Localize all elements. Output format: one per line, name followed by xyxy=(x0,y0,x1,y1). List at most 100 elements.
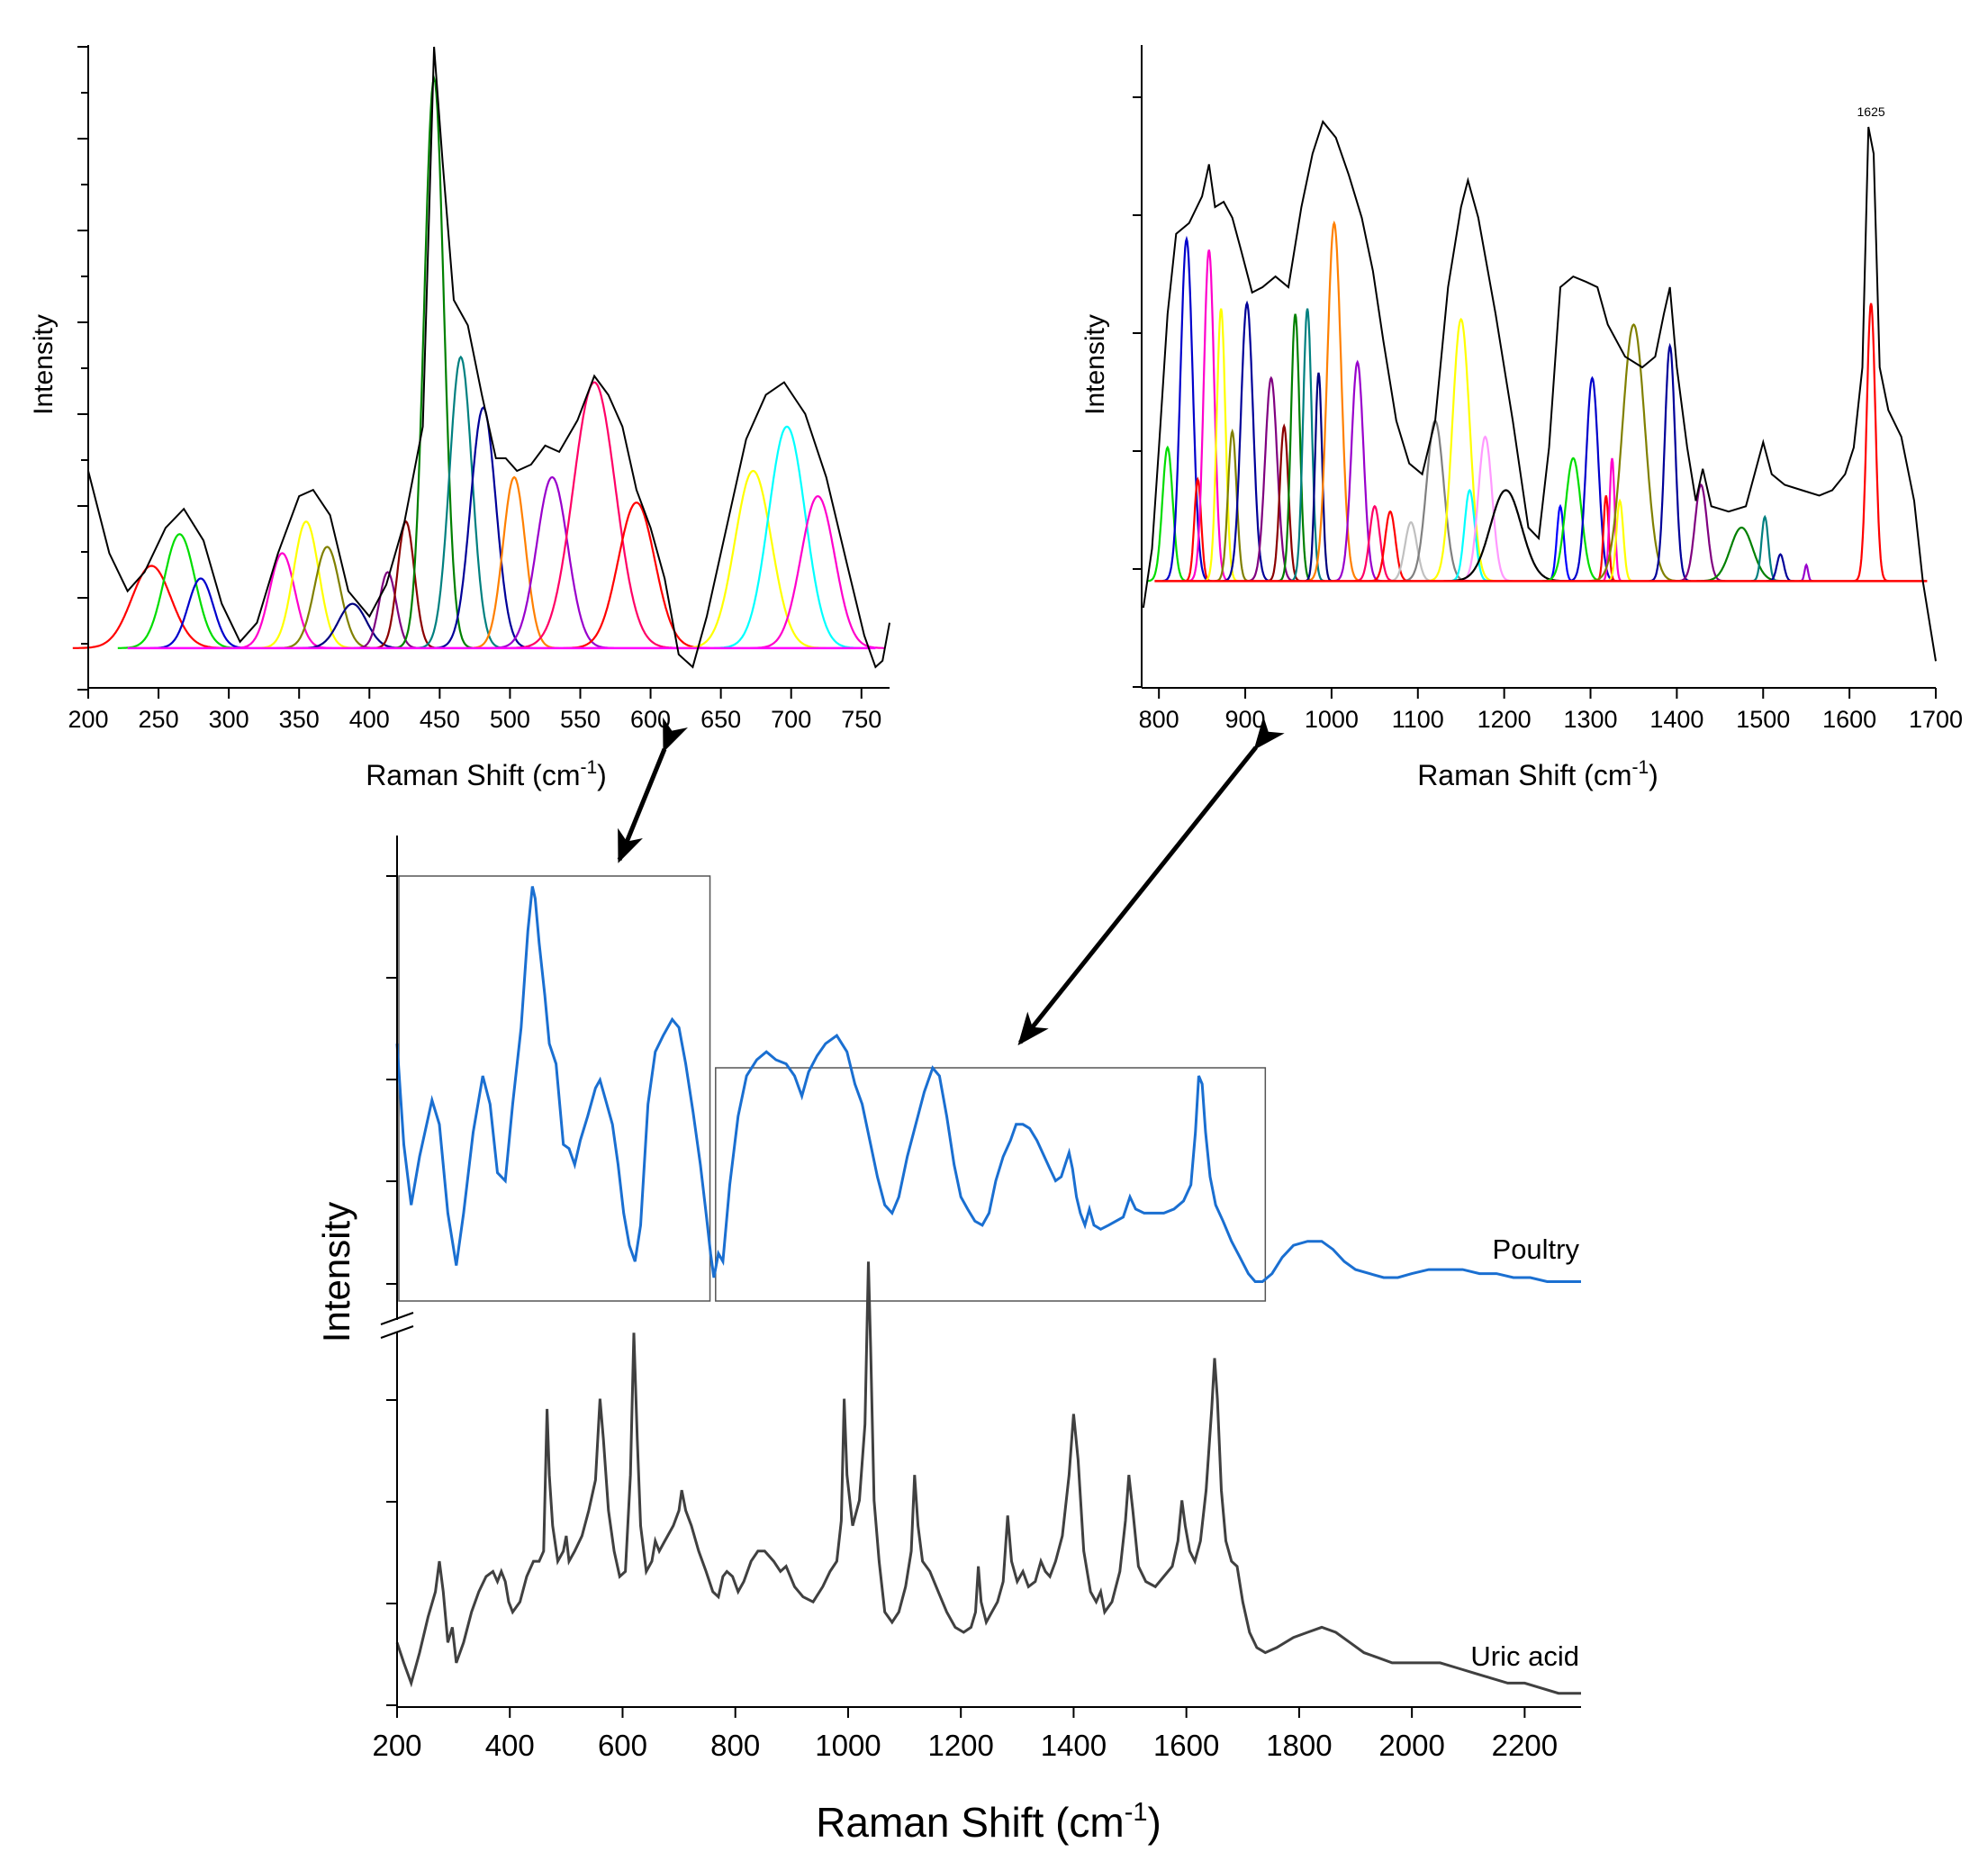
top-left-x-tick-label-750: 750 xyxy=(841,706,881,733)
top-right-component-peak-1092 xyxy=(1387,520,1435,583)
inset-box-low-region xyxy=(398,875,711,1302)
bottom-x-tick-label-2200: 2200 xyxy=(1492,1729,1558,1762)
top-right-panel: 800 900 1000 1100 1200 1300 1400 1500 1600 1700 1… xyxy=(1080,45,1963,791)
top-left-component-peak-560 xyxy=(510,381,679,649)
top-right-component-peak-1150 xyxy=(1426,317,1496,583)
top-right-x-ticks: 800 900 1000 1100 1200 1300 1400 1500 1600 1700 xyxy=(1139,688,1963,733)
top-right-component-peak-930 xyxy=(1246,375,1296,583)
top-right-x-tick-label-1400: 1400 xyxy=(1649,706,1703,733)
bottom-panel: 200 400 600 800 1000 1200 1400 1600 1800 2000 2200… xyxy=(315,836,1581,1846)
top-left-x-tick-label-700: 700 xyxy=(771,706,811,733)
top-left-component-peak-465 xyxy=(415,355,505,649)
top-left-component-peak-280 xyxy=(149,577,250,649)
top-left-x-tick-label-300: 300 xyxy=(209,706,249,733)
top-left-component-peak-370 xyxy=(276,546,377,649)
top-right-x-tick-label-800: 800 xyxy=(1139,706,1179,733)
top-left-component-peak-481 xyxy=(432,406,533,649)
top-left-component-peak-355 xyxy=(255,520,356,649)
poultry-series-label: Poultry xyxy=(1493,1233,1580,1265)
top-right-component-peak-985 xyxy=(1305,372,1333,583)
bottom-x-tick-label-1400: 1400 xyxy=(1041,1729,1107,1762)
axis-break-mark-2 xyxy=(380,1325,414,1339)
bottom-x-tick-label-1000: 1000 xyxy=(815,1729,881,1762)
top-left-x-tick-label-200: 200 xyxy=(68,706,108,733)
top-left-component-peak-338 xyxy=(231,552,332,649)
top-left-y-ticks xyxy=(77,46,88,691)
top-right-component-peak-1334 xyxy=(1605,498,1634,583)
top-right-x-tick-label-1700: 1700 xyxy=(1909,706,1963,733)
top-right-y-axis-title: Intensity xyxy=(1080,314,1110,415)
top-left-x-tick-label-450: 450 xyxy=(420,706,460,733)
top-right-component-peak-972 xyxy=(1289,308,1325,583)
top-right-component-peak-1302 xyxy=(1568,375,1617,583)
top-left-component-peak-719 xyxy=(750,494,886,649)
top-right-component-peak-1428 xyxy=(1676,483,1726,583)
uric-acid-spectrum-line xyxy=(395,1261,1581,1695)
double-arrow-left xyxy=(617,717,688,863)
top-left-envelope-line xyxy=(87,46,890,669)
top-left-component-peak-697 xyxy=(713,425,861,649)
top-left-component-peak-265 xyxy=(117,533,240,649)
top-right-component-peak-1068 xyxy=(1369,510,1412,583)
top-left-x-tick-label-250: 250 xyxy=(139,706,179,733)
top-right-x-axis-title: Raman Shift (cm-1) xyxy=(1417,757,1658,791)
top-left-x-tick-label-650: 650 xyxy=(700,706,741,733)
bottom-y-axis-title: Intensity xyxy=(315,1202,357,1342)
top-right-component-peak-885 xyxy=(1215,428,1250,583)
top-left-component-peaks xyxy=(72,75,886,649)
top-right-component-peak-1625 xyxy=(1853,303,1889,583)
top-left-component-peak-245 xyxy=(72,565,230,649)
peak-1625-annotation: 1625 xyxy=(1857,104,1885,119)
top-left-y-axis-title: Intensity xyxy=(29,314,59,415)
top-right-component-peak-810 xyxy=(1146,445,1188,583)
top-right-component-peak-1392 xyxy=(1649,342,1691,583)
top-left-x-axis-title: Raman Shift (cm-1) xyxy=(366,757,607,791)
top-right-component-peak-1160 xyxy=(1449,488,1491,583)
top-right-x-tick-label-1100: 1100 xyxy=(1392,706,1444,733)
top-right-y-ticks xyxy=(1133,96,1142,688)
bottom-y-ticks xyxy=(386,875,397,1706)
top-right-component-peak-1550 xyxy=(1799,563,1813,583)
bottom-x-tick-label-1200: 1200 xyxy=(927,1729,993,1762)
top-left-x-tick-label-350: 350 xyxy=(279,706,320,733)
top-right-component-peak-1502 xyxy=(1750,514,1779,583)
top-right-component-peak-958 xyxy=(1278,313,1313,583)
top-right-envelope-line xyxy=(1142,120,1937,662)
top-left-panel: 200 250 300 350 400 450 500 550 600 650 700 750 Int… xyxy=(29,45,890,791)
top-right-x-tick-label-1200: 1200 xyxy=(1477,706,1532,733)
top-right-component-peak-832 xyxy=(1161,235,1211,583)
top-right-component-peak-1280 xyxy=(1541,456,1604,583)
top-right-x-tick-label-1600: 1600 xyxy=(1822,706,1876,733)
bottom-x-tick-label-600: 600 xyxy=(598,1729,647,1762)
top-left-x-ticks: 200 250 300 350 400 450 500 550 600 650 700 750 xyxy=(68,688,881,733)
top-left-component-peak-530 xyxy=(490,475,614,649)
top-left-component-peak-673 xyxy=(680,469,827,649)
top-right-component-peak-1120 xyxy=(1400,419,1470,583)
top-left-x-tick-label-500: 500 xyxy=(490,706,530,733)
uric-acid-series-label: Uric acid xyxy=(1470,1640,1579,1672)
top-left-x-tick-label-400: 400 xyxy=(349,706,390,733)
top-right-x-tick-label-900: 900 xyxy=(1225,706,1266,733)
inset-region-boxes xyxy=(398,875,1267,1302)
bottom-x-tick-label-800: 800 xyxy=(710,1729,760,1762)
top-left-component-peak-388 xyxy=(296,602,408,649)
top-right-component-peak-1030 xyxy=(1333,359,1382,583)
top-right-x-tick-label-1000: 1000 xyxy=(1305,706,1359,733)
inset-box-high-region xyxy=(715,1067,1267,1302)
top-right-component-peak-872 xyxy=(1203,308,1239,583)
bottom-x-tick-label-2000: 2000 xyxy=(1378,1729,1444,1762)
top-left-x-tick-label-600: 600 xyxy=(630,706,671,733)
top-right-component-peak-1003 xyxy=(1306,220,1362,583)
top-left-x-tick-label-550: 550 xyxy=(560,706,601,733)
top-left-component-peak-413 xyxy=(354,571,420,649)
top-right-x-tick-label-1300: 1300 xyxy=(1563,706,1617,733)
top-right-component-peak-1350 xyxy=(1588,323,1679,583)
top-right-x-tick-label-1500: 1500 xyxy=(1736,706,1790,733)
top-right-component-peaks xyxy=(1146,220,1889,583)
top-right-component-peak-1325 xyxy=(1601,457,1623,583)
poultry-spectrum-line xyxy=(395,886,1581,1283)
bottom-x-ticks: 200 400 600 800 1000 1200 1400 1600 1800 2000 2200 xyxy=(372,1707,1558,1762)
top-right-component-peak-1050 xyxy=(1353,504,1396,583)
bottom-x-tick-label-200: 200 xyxy=(372,1729,421,1762)
